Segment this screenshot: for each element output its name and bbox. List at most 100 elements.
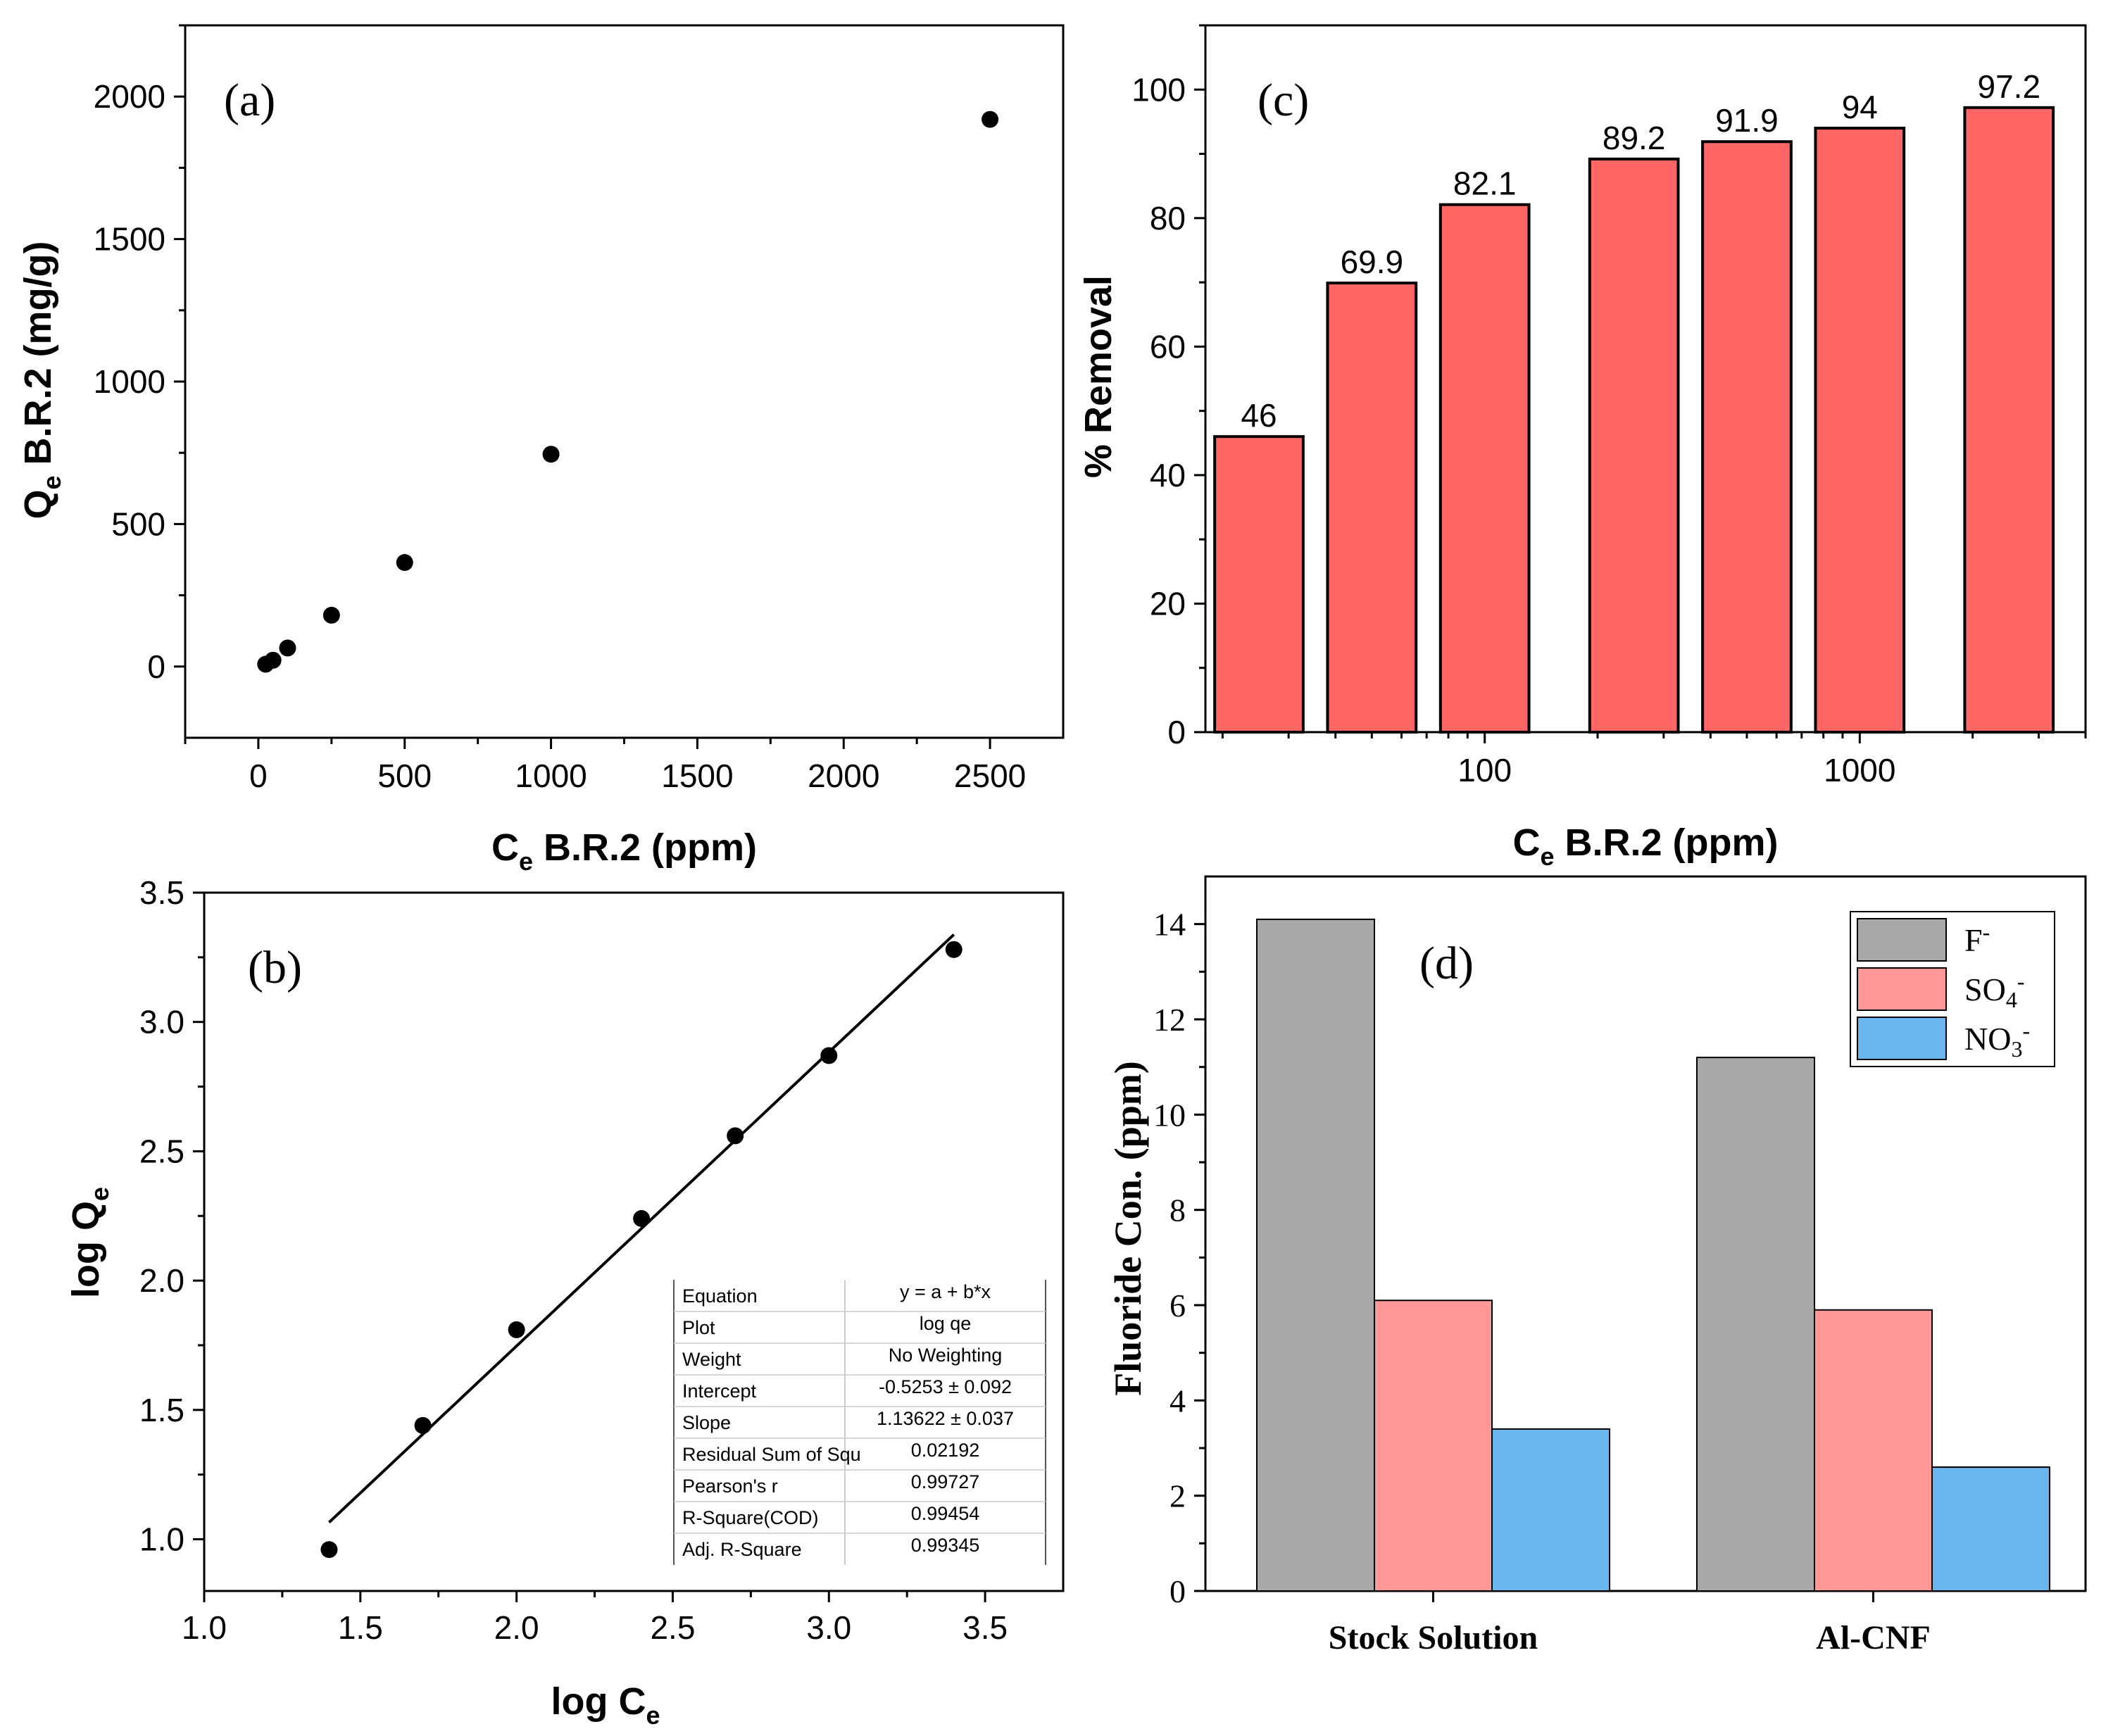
y-tick-label: 3.0 <box>139 1004 184 1040</box>
y-tick-label: 1500 <box>94 221 165 258</box>
bar <box>1701 140 1793 734</box>
bar-value-label: 69.9 <box>1341 244 1404 280</box>
plot-frame <box>184 24 1065 739</box>
table-cell-name: Pearson's r <box>682 1476 778 1497</box>
bar-value-label: 97.2 <box>1978 68 2041 105</box>
x-axis-title: log Ce <box>551 1680 660 1730</box>
plot-frame <box>203 891 1065 1592</box>
y-axis-title-subscript: e <box>37 475 66 489</box>
legend-label-main: NO <box>1964 1021 2011 1057</box>
y-tick-label: 2.5 <box>139 1133 184 1169</box>
x-tick-label: 1.5 <box>338 1609 383 1646</box>
x-axis-title-subscript: e <box>519 847 533 876</box>
y-axis-title: Fluoride Con. (ppm) <box>1107 1061 1149 1396</box>
y-axis-title-rest: B.R.2 (mg/g) <box>17 241 59 475</box>
y-tick-label: 0 <box>147 648 165 685</box>
y-tick-label: 0 <box>1167 714 1186 750</box>
data-point <box>727 1127 744 1145</box>
y-tick-label: 100 <box>1131 71 1186 108</box>
y-axis-title-main: Q <box>17 490 59 520</box>
x-axis-title-rest: B.R.2 (ppm) <box>533 826 757 869</box>
bar <box>1588 157 1680 734</box>
panel-label-a: (a) <box>224 75 275 126</box>
y-tick-label: 500 <box>111 505 165 542</box>
x-axis-title-subscript: e <box>646 1701 660 1730</box>
table-cell-value: 0.02192 <box>911 1440 980 1461</box>
y-tick-label: 40 <box>1150 457 1186 493</box>
table-cell-name: Residual Sum of Squ <box>682 1444 861 1465</box>
x-tick-label: 1500 <box>661 757 733 794</box>
y-axis-title: % Removal <box>1077 275 1120 478</box>
bar <box>1963 106 2055 734</box>
x-axis-title: Ce B.R.2 (ppm) <box>491 826 757 876</box>
bar <box>1256 918 1375 1592</box>
data-point <box>396 554 413 572</box>
panel-c-removal-bars: 46 69.9 82.1 89.2 91.9 94 97.2 0 20 40 60 80 100 100 1… <box>1077 24 2087 871</box>
x-category-label: Stock Solution <box>1329 1619 1538 1656</box>
table-cell-name: R-Square(COD) <box>682 1507 819 1528</box>
y-tick-label: 1.5 <box>139 1392 184 1428</box>
legend-swatch <box>1857 1017 1947 1060</box>
x-tick-label: 2.5 <box>650 1609 695 1646</box>
table-cell-name: Weight <box>682 1349 741 1370</box>
x-tick-label: 3.0 <box>806 1609 851 1646</box>
y-tick-label: 2.0 <box>139 1262 184 1299</box>
bar-value-label: 94 <box>1842 89 1878 125</box>
legend-label-subscript: 4 <box>2006 987 2017 1012</box>
fit-line <box>328 933 955 1523</box>
x-axis-title-rest: B.R.2 (ppm) <box>1555 822 1779 864</box>
y-tick-label: 12 <box>1153 1002 1186 1038</box>
y-tick-label: 8 <box>1170 1193 1186 1228</box>
data-point <box>542 446 560 463</box>
x-axis-title-main: C <box>491 826 519 869</box>
bar <box>1491 1428 1610 1592</box>
bar <box>1213 435 1305 734</box>
x-tick-label: 0 <box>249 757 268 794</box>
bar <box>1374 1300 1493 1592</box>
fit-results-table: Equation y = a + b*x Plot log qe Weight No We… <box>673 1280 1046 1565</box>
y-axis-title: Qe B.R.2 (mg/g) <box>17 241 66 519</box>
y-tick-label: 6 <box>1170 1288 1186 1323</box>
x-axis-title-main: C <box>1512 822 1540 864</box>
table-cell-name: Intercept <box>682 1380 757 1402</box>
y-tick-label: 0 <box>1170 1573 1186 1609</box>
table-cell-value: 0.99454 <box>911 1503 980 1524</box>
x-tick-label: 2.0 <box>494 1609 539 1646</box>
panel-label-b: (b) <box>248 942 302 993</box>
x-tick-label: 1.0 <box>182 1609 227 1646</box>
y-tick-label: 80 <box>1150 200 1186 237</box>
bar-value-label: 89.2 <box>1603 120 1666 156</box>
table-cell-value: y = a + b*x <box>900 1281 991 1302</box>
data-point <box>508 1321 525 1338</box>
table-cell-value: No Weighting <box>889 1345 1003 1366</box>
table-cell-name: Plot <box>682 1317 715 1338</box>
table-cell-value: 0.99345 <box>911 1535 980 1556</box>
table-cell-name: Adj. R-Square <box>682 1539 802 1560</box>
y-tick-label: 10 <box>1153 1097 1186 1133</box>
y-tick-label: 60 <box>1150 328 1186 365</box>
y-tick-label: 2 <box>1170 1478 1186 1514</box>
bar <box>1438 203 1531 734</box>
x-tick-label: 2500 <box>954 757 1026 794</box>
legend: F-SO4-NO3- <box>1850 911 2055 1067</box>
plot-frame <box>1204 875 2087 1592</box>
data-point <box>320 1541 338 1559</box>
x-tick-label: 1000 <box>1824 752 1895 788</box>
bar <box>1814 127 1906 734</box>
x-axis-title-main: log C <box>551 1680 646 1723</box>
y-axis-title: log Qe <box>65 1187 114 1298</box>
y-tick-label: 1.0 <box>139 1521 184 1558</box>
x-axis-title-subscript: e <box>1540 842 1554 871</box>
table-cell-value: -0.5253 ± 0.092 <box>879 1376 1012 1397</box>
x-tick-label: 3.5 <box>963 1609 1008 1646</box>
bar-value-label: 46 <box>1241 397 1277 434</box>
table-cell-value: 1.13622 ± 0.037 <box>877 1408 1014 1429</box>
bar-value-label: 91.9 <box>1715 102 1779 139</box>
data-point <box>945 941 963 958</box>
table-cell-value: log qe <box>920 1313 972 1334</box>
y-tick-label: 3.5 <box>139 874 184 911</box>
legend-label-subscript: 3 <box>2011 1036 2022 1062</box>
data-point <box>633 1209 651 1227</box>
legend-label-main: F <box>1964 922 1983 958</box>
y-tick-label: 20 <box>1150 585 1186 622</box>
